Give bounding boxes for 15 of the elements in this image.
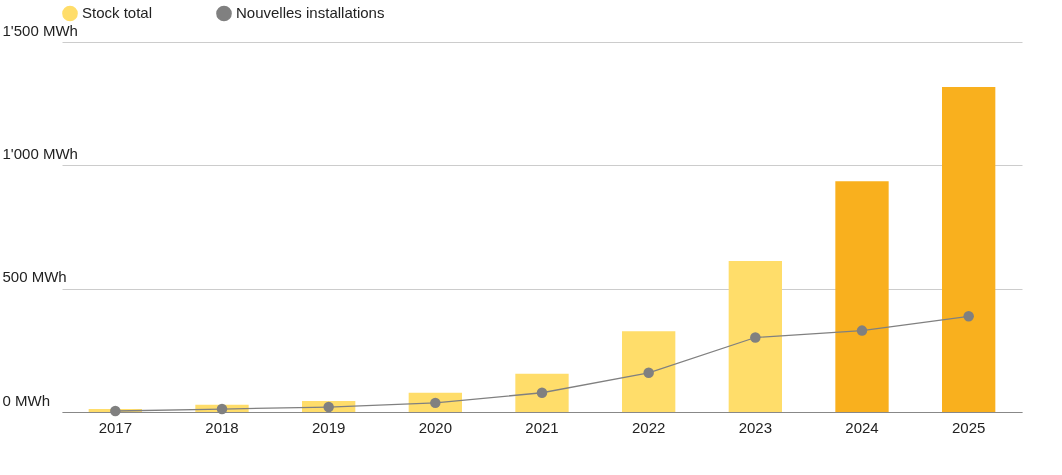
y-tick-label: 500 MWh: [2, 268, 67, 286]
x-tick-label: 2021: [525, 418, 559, 436]
y-tick-label: 1'500 MWh: [2, 21, 78, 39]
x-tick-label: 2023: [738, 418, 773, 436]
x-tick-label: 2024: [845, 418, 879, 436]
legend-label: Stock total: [82, 4, 153, 22]
x-tick-label: 2020: [418, 418, 453, 436]
x-tick-label: 2017: [98, 418, 133, 436]
x-tick-label: 2022: [631, 418, 666, 436]
y-tick-label: 0 MWh: [2, 391, 51, 409]
y-tick-label: 1'000 MWh: [2, 144, 78, 162]
x-tick-label: 2019: [311, 418, 346, 436]
legend-label: Nouvelles installations: [236, 4, 385, 22]
x-tick-label: 2025: [951, 418, 986, 436]
x-tick-label: 2018: [205, 418, 239, 436]
